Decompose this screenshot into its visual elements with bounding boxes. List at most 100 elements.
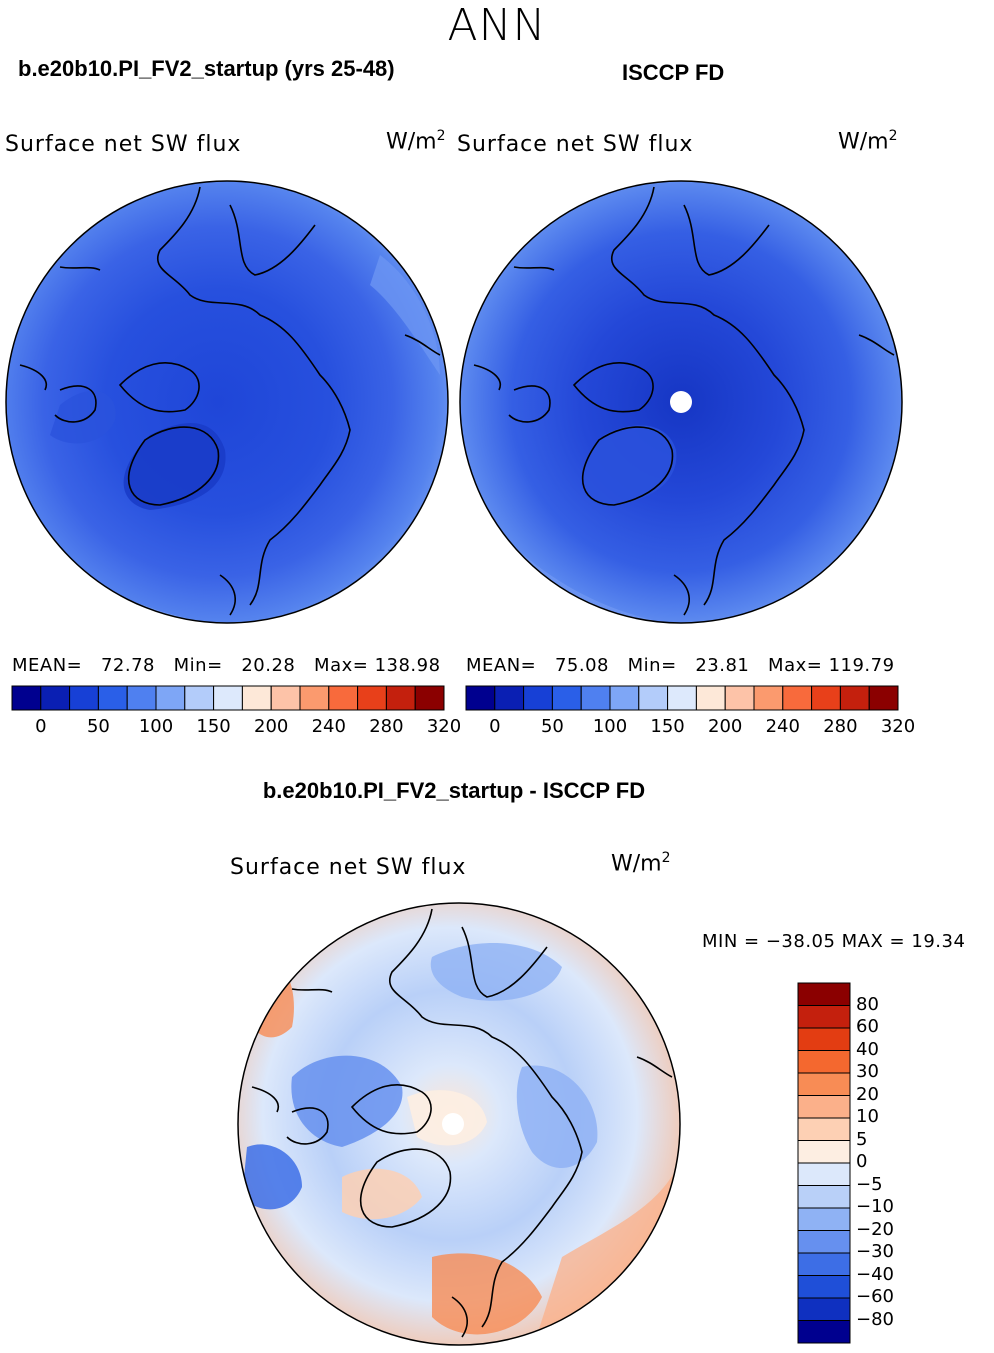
diff-coastlines bbox=[251, 908, 673, 1338]
obs-colorbar bbox=[465, 685, 899, 711]
colorbar-swatch bbox=[797, 1027, 851, 1051]
season-title: ANN bbox=[447, 0, 547, 51]
colorbar-swatch bbox=[797, 1072, 851, 1096]
diff-scandinavia-positive bbox=[432, 1253, 542, 1335]
diff-polar-map bbox=[237, 902, 681, 1346]
colorbar-tick-label: 320 bbox=[880, 716, 916, 737]
colorbar-swatch bbox=[328, 685, 359, 711]
obs-map-border bbox=[459, 180, 903, 624]
model-polar-map bbox=[5, 180, 449, 624]
obs-greenland-patch bbox=[581, 425, 677, 507]
colorbar-tick-label: 0 bbox=[35, 716, 47, 737]
colorbar-tick-label: 10 bbox=[856, 1106, 879, 1127]
colorbar-swatch bbox=[465, 685, 496, 711]
colorbar-swatch bbox=[797, 1297, 851, 1321]
colorbar-swatch bbox=[797, 1050, 851, 1074]
colorbar-swatch bbox=[797, 1207, 851, 1231]
diff-siberia-negative bbox=[516, 1065, 598, 1169]
colorbar-tick-label: −5 bbox=[856, 1173, 883, 1195]
model-pacific-patch bbox=[370, 255, 440, 375]
colorbar-tick-label: 100 bbox=[592, 716, 628, 737]
colorbar-tick-label: 20 bbox=[856, 1083, 879, 1105]
colorbar-swatch bbox=[580, 685, 611, 711]
colorbar-tick-label: −60 bbox=[856, 1286, 894, 1307]
model-min-value: 20.28 bbox=[241, 655, 296, 676]
model-stats: MEAN= 72.78 Min= 20.28 Max= 138.98 bbox=[12, 655, 441, 676]
colorbar-tick-label: 240 bbox=[311, 716, 346, 737]
colorbar-swatch bbox=[797, 982, 851, 1006]
colorbar-swatch bbox=[797, 1095, 851, 1119]
colorbar-tick-label: −80 bbox=[856, 1308, 894, 1330]
colorbar-swatch bbox=[40, 685, 71, 711]
diff-pole-hole bbox=[442, 1113, 464, 1135]
colorbar-swatch bbox=[667, 685, 697, 711]
colorbar-tick-label: −30 bbox=[856, 1241, 894, 1262]
diff-siberia-north-negative bbox=[430, 943, 562, 1001]
obs-stats: MEAN= 75.08 Min= 23.81 Max= 119.79 bbox=[466, 655, 895, 676]
model-canada-patch bbox=[50, 390, 116, 444]
colorbar-tick-label: 200 bbox=[254, 716, 289, 737]
diff-variable-label: Surface net SW flux bbox=[230, 855, 467, 880]
model-max-value: 138.98 bbox=[374, 655, 441, 676]
colorbar-swatch bbox=[523, 685, 553, 711]
colorbar-tick-label: 0 bbox=[489, 716, 501, 737]
model-colorbar bbox=[11, 685, 445, 711]
colorbar-tick-label: −10 bbox=[856, 1196, 894, 1217]
colorbar-swatch bbox=[414, 685, 445, 711]
colorbar-tick-label: 50 bbox=[86, 716, 110, 737]
colorbar-swatch bbox=[797, 1005, 851, 1029]
colorbar-tick-label: 280 bbox=[369, 716, 404, 737]
colorbar-swatch bbox=[270, 685, 301, 711]
obs-mean-value: 75.08 bbox=[554, 655, 609, 676]
colorbar-tick-label: 50 bbox=[540, 716, 564, 737]
colorbar-swatch bbox=[184, 685, 215, 711]
obs-colorbar-labels: 0 50 100 150 200 240 280 320 bbox=[466, 716, 915, 740]
model-panel-title: b.e20b10.PI_FV2_startup (yrs 25-48) bbox=[18, 56, 395, 81]
obs-variable-label: Surface net SW flux bbox=[457, 132, 694, 157]
colorbar-tick-label: 80 bbox=[856, 993, 879, 1015]
obs-polar-map bbox=[459, 180, 903, 624]
obs-units: W/m2 bbox=[838, 128, 898, 155]
colorbar-tick-label: 60 bbox=[856, 1016, 879, 1037]
diff-pacific-positive bbox=[242, 951, 294, 1038]
colorbar-swatch bbox=[868, 685, 899, 711]
colorbar-swatch bbox=[241, 685, 272, 711]
colorbar-swatch bbox=[797, 1230, 851, 1254]
obs-pole-hole bbox=[670, 391, 692, 413]
colorbar-tick-label: 280 bbox=[823, 716, 858, 737]
colorbar-tick-label: 200 bbox=[708, 716, 743, 737]
colorbar-tick-label: 100 bbox=[138, 716, 174, 737]
colorbar-swatch bbox=[811, 685, 841, 711]
colorbar-tick-label: −40 bbox=[856, 1263, 894, 1285]
colorbar-swatch bbox=[797, 1320, 851, 1344]
obs-min-value: 23.81 bbox=[695, 655, 750, 676]
colorbar-swatch bbox=[724, 685, 755, 711]
diff-hudson-negative bbox=[242, 1144, 302, 1210]
colorbar-swatch bbox=[126, 685, 157, 711]
colorbar-swatch bbox=[797, 1140, 851, 1164]
colorbar-swatch bbox=[97, 685, 128, 711]
colorbar-swatch bbox=[797, 1275, 851, 1299]
colorbar-tick-label: −20 bbox=[856, 1218, 894, 1240]
diff-canada-negative bbox=[291, 1055, 403, 1147]
colorbar-swatch bbox=[839, 685, 870, 711]
colorbar-tick-label: 150 bbox=[650, 716, 685, 737]
model-colorbar-labels: 0 50 100 150 200 240 280 320 bbox=[12, 716, 461, 740]
colorbar-tick-label: 40 bbox=[856, 1038, 879, 1060]
obs-panel-title: ISCCP FD bbox=[622, 60, 725, 85]
colorbar-swatch bbox=[11, 685, 42, 711]
colorbar-tick-label: 150 bbox=[196, 716, 231, 737]
model-mean-value: 72.78 bbox=[100, 655, 155, 676]
diff-panel-title: b.e20b10.PI_FV2_startup - ISCCP FD bbox=[262, 778, 646, 803]
colorbar-swatch bbox=[782, 685, 813, 711]
diff-colorbar-labels: 80 60 40 30 20 10 5 0 −5 −10 −20 −30 −40 −60 −80 bbox=[856, 983, 916, 1343]
model-coastlines bbox=[19, 186, 441, 616]
colorbar-swatch bbox=[695, 685, 726, 711]
diff-units: W/m2 bbox=[611, 850, 671, 877]
diff-minmax: MIN = −38.05 MAX = 19.34 bbox=[702, 931, 966, 952]
colorbar-tick-label: 0 bbox=[856, 1151, 868, 1172]
model-map-border bbox=[5, 180, 449, 624]
model-units: W/m2 bbox=[386, 128, 446, 155]
colorbar-swatch bbox=[213, 685, 243, 711]
colorbar-swatch bbox=[69, 685, 99, 711]
